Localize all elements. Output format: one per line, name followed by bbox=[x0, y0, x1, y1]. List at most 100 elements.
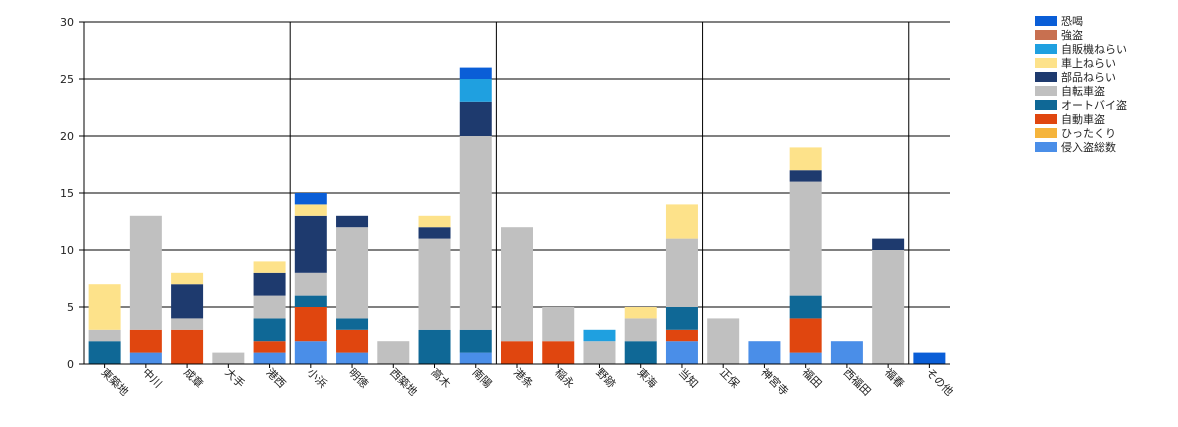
legend-swatch bbox=[1035, 16, 1057, 26]
bar-segment bbox=[171, 329, 204, 364]
bar-segment bbox=[707, 318, 740, 364]
bar-segment bbox=[872, 238, 905, 250]
legend-label: 侵入盗総数 bbox=[1061, 140, 1116, 154]
bar-segment bbox=[459, 79, 492, 102]
bar-segment bbox=[459, 329, 492, 353]
bar-segment bbox=[789, 352, 822, 364]
bar-segment bbox=[294, 272, 327, 296]
bar-segment bbox=[377, 341, 410, 364]
x-category-label: 港条 bbox=[511, 365, 536, 390]
x-category-label: 西福田 bbox=[841, 365, 874, 398]
bar-segment bbox=[336, 318, 369, 330]
bar-segment bbox=[294, 215, 327, 273]
legend-swatch bbox=[1035, 44, 1057, 54]
x-category-label: 港西 bbox=[263, 366, 288, 391]
bar-segment bbox=[171, 318, 204, 330]
bar-segment bbox=[583, 329, 616, 342]
bar-segment bbox=[459, 352, 492, 364]
x-category-label: 南陽 bbox=[470, 366, 495, 391]
bar-segment bbox=[294, 295, 327, 307]
bar-segment bbox=[665, 341, 698, 364]
bar-segment bbox=[624, 341, 657, 364]
x-category-label: 高木 bbox=[428, 365, 453, 390]
bar-layer bbox=[88, 67, 946, 364]
legend-label: 車上ねらい bbox=[1061, 56, 1116, 70]
bar-segment bbox=[418, 238, 451, 330]
x-category-label: 大手 bbox=[222, 365, 247, 390]
bar-segment bbox=[542, 307, 575, 342]
bar-segment bbox=[253, 272, 286, 296]
y-tick-label: 5 bbox=[67, 301, 74, 314]
legend-label: オートバイ盗 bbox=[1061, 99, 1127, 112]
bar-segment bbox=[624, 318, 657, 342]
bar-segment bbox=[501, 227, 533, 342]
legend-swatch bbox=[1035, 58, 1057, 68]
legend-label: 部品ねらい bbox=[1061, 70, 1116, 84]
bar-segment bbox=[459, 101, 492, 136]
bar-segment bbox=[665, 329, 698, 342]
bar-segment bbox=[748, 341, 781, 364]
bar-segment bbox=[418, 329, 451, 364]
bar-segment bbox=[459, 67, 492, 79]
x-category-label: 中川 bbox=[140, 366, 165, 391]
bar-segment bbox=[542, 341, 575, 364]
x-category-label: 神宮寺 bbox=[758, 365, 791, 398]
y-tick-label: 15 bbox=[60, 187, 74, 200]
x-category-label: 正保 bbox=[717, 365, 742, 390]
bar-segment bbox=[294, 204, 327, 216]
bar-segment bbox=[789, 181, 822, 296]
bar-segment bbox=[665, 204, 698, 239]
bar-segment bbox=[212, 352, 245, 364]
bar-segment bbox=[789, 295, 822, 319]
bar-segment bbox=[294, 341, 327, 364]
bar-segment bbox=[501, 341, 533, 364]
bar-segment bbox=[459, 136, 492, 330]
bar-segment bbox=[418, 215, 451, 228]
legend-label: 自動車盗 bbox=[1061, 112, 1105, 126]
legend: 恐喝強盗自販機ねらい車上ねらい部品ねらい自転車盗オートバイ盗自動車盗ひったくり侵… bbox=[1035, 15, 1127, 154]
bar-segment bbox=[336, 352, 369, 364]
y-tick-label: 30 bbox=[60, 16, 74, 29]
x-category-label: 成章 bbox=[181, 365, 206, 390]
y-tick-label: 10 bbox=[60, 244, 74, 257]
y-tick-label: 20 bbox=[60, 130, 74, 143]
bar-segment bbox=[336, 215, 369, 228]
legend-swatch bbox=[1035, 100, 1057, 110]
bar-segment bbox=[253, 341, 286, 353]
bar-segment bbox=[129, 352, 162, 364]
bar-segment bbox=[88, 341, 121, 364]
x-category-label: 福田 bbox=[800, 365, 825, 390]
bar-segment bbox=[253, 352, 286, 364]
bar-segment bbox=[789, 147, 822, 171]
bar-segment bbox=[789, 318, 822, 353]
y-tick-label: 25 bbox=[60, 73, 74, 86]
bar-segment bbox=[665, 307, 698, 330]
bar-segment bbox=[294, 193, 327, 205]
bar-segment bbox=[336, 227, 369, 319]
bar-segment bbox=[129, 215, 162, 330]
y-tick-label: 0 bbox=[67, 358, 74, 371]
bar-segment bbox=[913, 352, 946, 364]
bar-segment bbox=[129, 329, 162, 353]
bar-segment bbox=[624, 307, 657, 319]
bar-segment bbox=[665, 238, 698, 307]
bar-segment bbox=[253, 295, 286, 319]
legend-label: 自転車盗 bbox=[1061, 84, 1105, 98]
bar-segment bbox=[88, 284, 121, 330]
bar-segment bbox=[294, 307, 327, 342]
x-category-label: その他 bbox=[923, 366, 956, 399]
legend-swatch bbox=[1035, 30, 1057, 40]
x-category-label: 明徳 bbox=[346, 366, 371, 391]
bar-segment bbox=[872, 250, 905, 364]
bar-segment bbox=[171, 284, 204, 319]
bar-segment bbox=[418, 227, 451, 239]
legend-swatch bbox=[1035, 86, 1057, 96]
x-category-label: 西築地 bbox=[387, 365, 420, 398]
legend-swatch bbox=[1035, 128, 1057, 138]
legend-label: 強盗 bbox=[1061, 29, 1083, 42]
x-category-label: 福春 bbox=[882, 365, 907, 390]
x-category-label: 野跡 bbox=[593, 365, 618, 390]
bar-segment bbox=[830, 341, 863, 364]
x-category-label: 東築地 bbox=[98, 365, 131, 398]
